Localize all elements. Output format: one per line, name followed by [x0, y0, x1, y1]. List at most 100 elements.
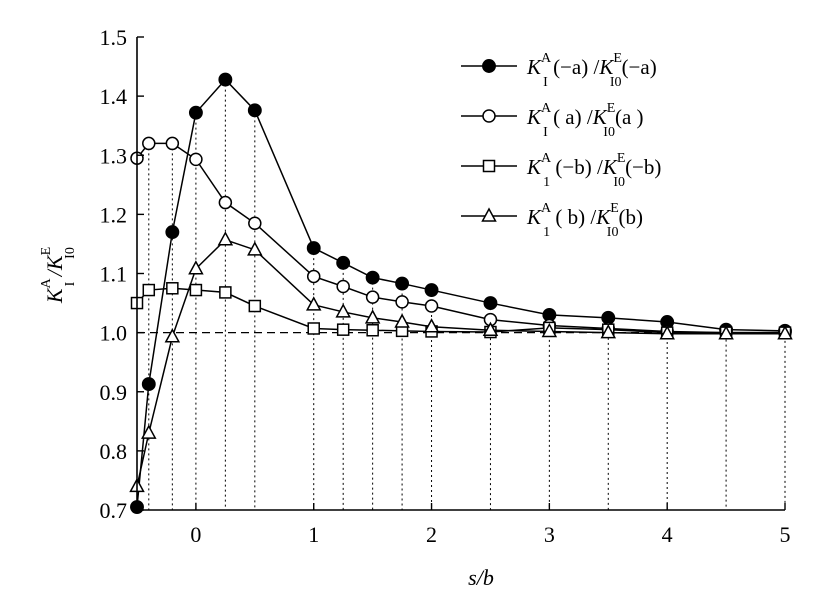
- legend-marker: [482, 59, 496, 73]
- data-point: [218, 195, 233, 210]
- legend-item-4: KA 1 ( b) /KE I0(b): [461, 201, 643, 240]
- y-tick-label: 0.9: [100, 380, 128, 405]
- data-point: [305, 296, 322, 311]
- data-point: [483, 296, 498, 311]
- legend-item-2: KA I ( a) /KE I0(a ): [461, 101, 644, 140]
- series-line: [136, 142, 785, 334]
- data-point: [395, 295, 409, 309]
- data-point: [777, 325, 793, 340]
- data-point: [248, 216, 262, 230]
- legend-text-part: I: [543, 75, 548, 90]
- legend: KA I (−a) /KE I0(−a)KA I ( a) /KE I0(a )KA 1 …: [461, 51, 661, 240]
- series-line: [136, 238, 785, 487]
- y-tick-label: 1.5: [100, 25, 128, 50]
- legend-marker: [482, 109, 496, 123]
- series-2: [130, 136, 792, 340]
- legend-text-part: (−a): [622, 55, 657, 79]
- legend-text-part: K: [526, 155, 542, 179]
- data-point: [336, 255, 351, 270]
- y-tick-label: 1.1: [100, 262, 128, 287]
- legend-text-part: E: [613, 51, 622, 66]
- legend-text-part: K: [598, 55, 614, 79]
- axes: [136, 36, 786, 511]
- data-point: [335, 303, 351, 318]
- series-line: [136, 287, 785, 334]
- legend-text-part: 1: [543, 225, 550, 240]
- x-tick-label: 2: [426, 522, 437, 547]
- data-point: [141, 424, 157, 439]
- data-point: [307, 322, 320, 335]
- data-point: [659, 325, 675, 340]
- legend-text-part: (−b) /: [550, 155, 603, 179]
- legend-item-3: KA 1 (−b) /KE I0(−b): [461, 151, 661, 190]
- data-point: [165, 136, 180, 151]
- data-point: [424, 299, 439, 313]
- legend-marker: [482, 159, 496, 173]
- data-point: [336, 279, 350, 294]
- data-point: [718, 325, 734, 340]
- y-tick-label: 1.4: [100, 84, 128, 109]
- data-point: [141, 377, 156, 392]
- data-point: [423, 318, 440, 333]
- data-point: [217, 231, 234, 246]
- x-tick-label: 3: [544, 522, 555, 547]
- legend-text-part: K: [602, 155, 618, 179]
- data-point: [365, 270, 380, 285]
- data-point: [164, 328, 181, 343]
- legend-text-part: K: [592, 105, 608, 129]
- tick-labels: 0.7 0.8 0.9 1.0 1.1 1.2 1.3 1.4 1.5 0 1 2 3 4 5: [100, 25, 791, 547]
- data-point: [424, 283, 439, 298]
- data-point: [247, 103, 262, 118]
- data-point: [482, 321, 499, 337]
- legend-text-part: I0: [610, 75, 622, 90]
- legend-label: KA 1 ( b) /KE I0(b): [526, 201, 643, 240]
- y-axis-title-text: KA I /KE I0: [39, 247, 78, 304]
- data-point: [366, 324, 379, 337]
- y-title-part: K: [42, 254, 67, 271]
- data-point: [142, 283, 156, 297]
- legend-text-part: (−b): [625, 155, 661, 179]
- legend-text-part: 1: [543, 175, 550, 190]
- legend-text-part: A: [541, 151, 552, 166]
- x-tick-label: 0: [190, 522, 201, 547]
- legend-text-part: K: [526, 105, 542, 129]
- y-title-part: K: [42, 287, 67, 304]
- drop-lines: [136, 79, 786, 510]
- data-point: [165, 225, 180, 240]
- y-tick-label: 1.2: [100, 202, 128, 227]
- data-point: [306, 241, 321, 256]
- series-1: [130, 72, 792, 514]
- y-tick-label: 0.7: [100, 498, 128, 523]
- series-line: [136, 78, 786, 508]
- x-axis-title: s/b: [468, 565, 494, 590]
- data-point: [188, 260, 204, 275]
- data-point: [142, 136, 156, 151]
- legend-text-part: (b): [618, 205, 643, 229]
- legend-text-part: E: [617, 151, 626, 166]
- data-point: [541, 322, 558, 338]
- legend-text-part: ( a) /: [548, 105, 593, 129]
- y-title-part: I: [63, 281, 78, 286]
- legend-text-part: (−a) /: [548, 55, 600, 79]
- legend-text-part: ( b) /: [550, 205, 596, 229]
- legend-text-part: E: [607, 101, 616, 116]
- legend-text-part: A: [541, 101, 552, 116]
- legend-text-part: A: [541, 51, 552, 66]
- series-layer: [129, 72, 793, 514]
- series-4: [129, 231, 793, 493]
- data-point: [189, 152, 203, 167]
- y-tick-label: 0.8: [100, 439, 128, 464]
- legend-text-part: K: [526, 205, 542, 229]
- y-axis-title: KA I /KE I0: [39, 247, 78, 304]
- legend-text-part: A: [541, 201, 552, 216]
- legend-text-part: E: [610, 201, 619, 216]
- data-point: [218, 72, 233, 87]
- data-point: [365, 290, 380, 304]
- data-point: [394, 313, 410, 328]
- data-point: [248, 299, 262, 313]
- y-title-part: A: [39, 277, 54, 288]
- data-point: [395, 276, 410, 291]
- y-tick-label: 1.3: [100, 143, 128, 168]
- y-title-part: /: [42, 268, 67, 282]
